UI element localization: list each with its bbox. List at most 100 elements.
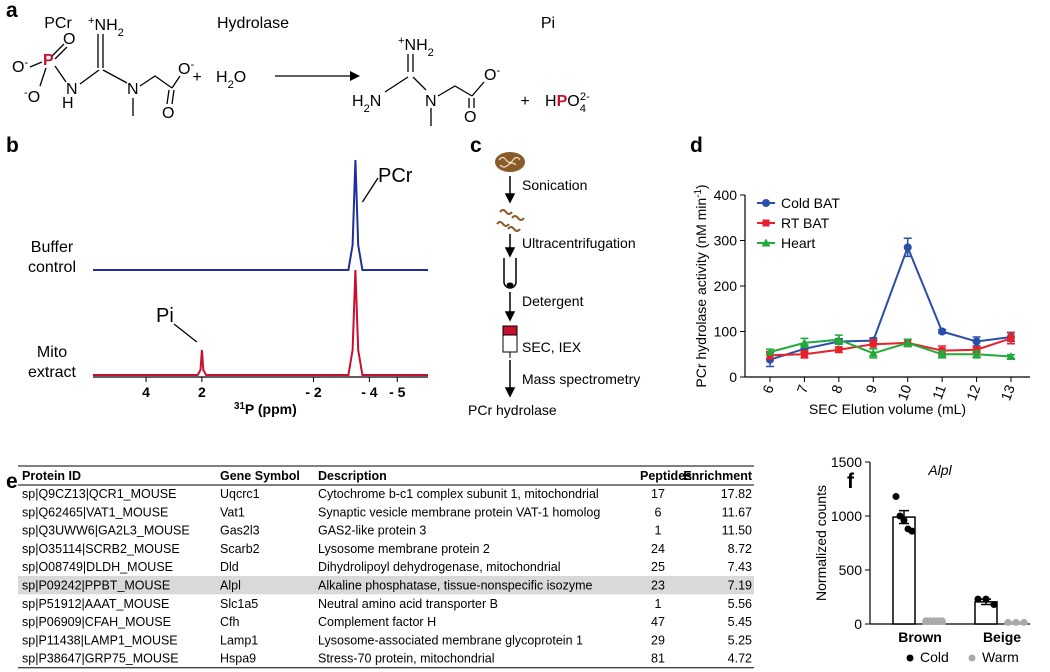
table-cell: Gas2l3 bbox=[220, 524, 260, 538]
table-cell: Lysosome-associated membrane glycoprotei… bbox=[318, 633, 583, 647]
table-cell: 11.67 bbox=[722, 505, 752, 519]
table-cell: Lamp1 bbox=[220, 633, 258, 647]
x-tick-label: 8 bbox=[828, 382, 846, 395]
text-part: - bbox=[496, 65, 500, 77]
marker bbox=[972, 337, 981, 346]
text-part: 2 bbox=[118, 27, 124, 39]
series-line bbox=[769, 337, 1012, 357]
table-cell: 8.72 bbox=[728, 542, 752, 556]
y-tick-label: 0 bbox=[729, 369, 737, 385]
column-header: Protein ID bbox=[22, 469, 81, 483]
trace-label: Buffer bbox=[31, 239, 74, 256]
table-cell: Slc1a5 bbox=[220, 597, 258, 611]
table-cell: 4.72 bbox=[728, 652, 752, 666]
y-tick-label: 1000 bbox=[831, 508, 862, 524]
table-cell: 17.82 bbox=[721, 487, 752, 501]
table-cell: 23 bbox=[651, 579, 665, 593]
text-part: O bbox=[484, 67, 496, 84]
data-point bbox=[990, 601, 998, 609]
legend-label: RT BAT bbox=[781, 215, 830, 231]
series-line bbox=[769, 338, 1012, 358]
table-cell: sp|P11438|LAMP1_MOUSE bbox=[22, 633, 178, 647]
text-part: N bbox=[425, 93, 437, 110]
x-tick-label: 9 bbox=[862, 382, 880, 395]
text-part: H bbox=[352, 93, 364, 110]
data-point bbox=[974, 595, 982, 603]
x-tick-label: 6 bbox=[759, 382, 777, 395]
annotation-leader bbox=[173, 323, 198, 343]
text-part: O bbox=[178, 61, 190, 78]
marker bbox=[903, 338, 913, 347]
marker bbox=[834, 335, 844, 344]
workflow-step: Ultracentrifugation bbox=[522, 235, 636, 251]
annotation: Pi bbox=[156, 305, 174, 327]
text-part: H bbox=[62, 95, 74, 112]
phosphate: HPO42- bbox=[545, 91, 590, 115]
x-tick-label: 13 bbox=[997, 382, 1017, 402]
legend-label: Heart bbox=[781, 235, 815, 251]
x-axis-label: 31P (ppm) bbox=[234, 401, 297, 418]
text-part: NH bbox=[95, 17, 118, 34]
table-cell: 5.25 bbox=[728, 633, 752, 647]
plus-sign: + bbox=[192, 69, 201, 86]
table-cell: sp|O08749|DLDH_MOUSE bbox=[22, 560, 173, 574]
atom: P bbox=[43, 52, 54, 69]
text-part: 2 bbox=[228, 79, 234, 91]
water: H2O bbox=[216, 69, 246, 91]
panel-label: d bbox=[690, 134, 703, 157]
x-tick-label: Brown bbox=[898, 629, 942, 645]
marker bbox=[1007, 334, 1015, 342]
atom: O- bbox=[12, 57, 28, 76]
table-cell: Vat1 bbox=[220, 505, 245, 519]
text-part: H bbox=[545, 93, 557, 110]
x-tick-label: 2 bbox=[198, 384, 206, 400]
workflow-step: SEC, IEX bbox=[522, 339, 582, 355]
table-cell: 5.45 bbox=[728, 615, 752, 629]
text-part: 2 bbox=[428, 47, 434, 59]
product-bonds bbox=[384, 54, 485, 126]
marker bbox=[938, 327, 947, 336]
table-cell: 24 bbox=[651, 542, 665, 556]
table-cell: Hspa9 bbox=[220, 652, 256, 666]
text-part: + bbox=[398, 35, 405, 47]
marker bbox=[972, 349, 982, 358]
text-part: PCr hydrolase activity (nM min bbox=[693, 198, 709, 388]
x-tick-label: 12 bbox=[963, 382, 983, 402]
column-header: Enrichment bbox=[683, 469, 753, 483]
panel-label: f bbox=[847, 470, 855, 493]
table-cell: 81 bbox=[651, 652, 665, 666]
text-part: ) bbox=[693, 184, 709, 189]
x-tick-label: 4 bbox=[142, 384, 150, 400]
legend-label: Cold BAT bbox=[781, 195, 840, 211]
text-part: - bbox=[24, 87, 28, 99]
table-cell: 6 bbox=[655, 505, 662, 519]
table-cell: sp|Q9CZ13|QCR1_MOUSE bbox=[22, 487, 176, 501]
atom: O- bbox=[484, 65, 500, 84]
data-point bbox=[1004, 618, 1012, 626]
y-tick-label: 0 bbox=[854, 616, 862, 632]
y-tick-label: 1500 bbox=[831, 454, 862, 470]
data-point bbox=[938, 617, 946, 625]
workflow-step: Detergent bbox=[522, 293, 584, 309]
table-cell: 1 bbox=[655, 597, 662, 611]
text-part: - bbox=[24, 57, 28, 69]
legend-marker bbox=[906, 654, 914, 662]
row-highlight bbox=[18, 576, 754, 595]
atom: H bbox=[62, 95, 74, 112]
panel-label: c bbox=[470, 134, 482, 157]
marker bbox=[903, 243, 912, 252]
annotation-leader bbox=[361, 177, 379, 203]
text-part: 4 bbox=[580, 103, 586, 115]
text-part: N bbox=[127, 81, 139, 98]
table-cell: Alkaline phosphatase, tissue-nonspecific… bbox=[318, 579, 592, 593]
marker bbox=[835, 346, 843, 354]
data-point bbox=[908, 527, 916, 535]
data-point bbox=[1020, 618, 1028, 626]
text-part: - bbox=[190, 59, 194, 71]
text-part: N bbox=[370, 93, 382, 110]
y-axis-label: PCr hydrolase activity (nM min-1) bbox=[693, 184, 710, 387]
table-cell: sp|Q3UWW6|GA2L3_MOUSE bbox=[22, 524, 190, 538]
reactant-bonds bbox=[29, 34, 181, 116]
atom: O bbox=[63, 31, 75, 48]
